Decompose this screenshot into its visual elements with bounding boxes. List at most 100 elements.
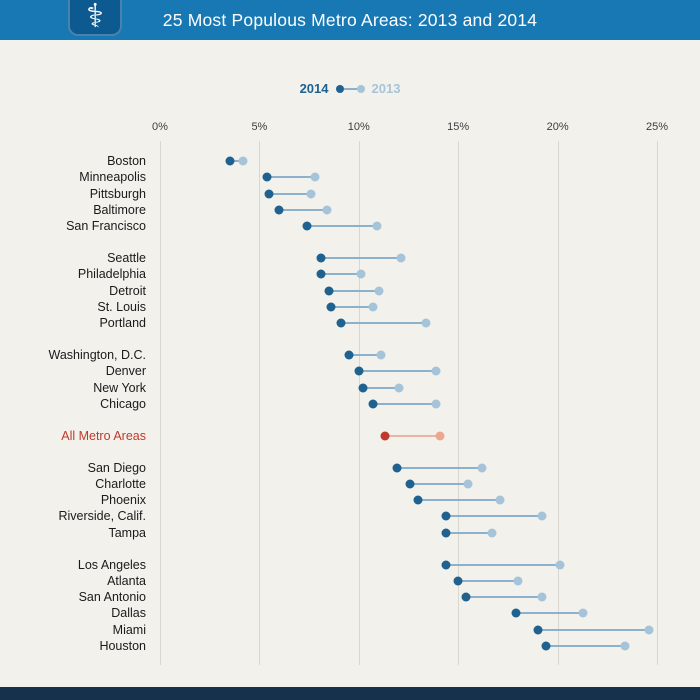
row-label: Houston [99, 639, 146, 654]
row-plot [160, 638, 657, 654]
chart-row: Denver [0, 363, 700, 379]
dot-2013 [477, 463, 487, 473]
x-axis-tick-label: 10% [347, 121, 370, 133]
dot-2014 [461, 592, 471, 602]
dot-2013 [310, 172, 320, 182]
dot-2014 [316, 253, 326, 263]
chart-row: Phoenix [0, 492, 700, 508]
dot-2014 [541, 641, 551, 651]
row-label: Miami [112, 622, 146, 637]
connector-line [537, 628, 650, 631]
connector-line [446, 531, 492, 534]
row-plot [160, 380, 657, 396]
chart-row-group: Washington, D.C. Denver New York Chicago [0, 347, 700, 412]
dot-2014 [441, 560, 451, 570]
row-label: Phoenix [100, 493, 146, 508]
connector-line [372, 403, 437, 405]
row-plot [160, 315, 657, 331]
legend-2013-label: 2013 [371, 81, 401, 96]
dot-2014 [358, 383, 368, 393]
header: ⚕ 25 Most Populous Metro Areas: 2013 and… [0, 0, 700, 40]
chart-row: Charlotte [0, 476, 700, 492]
row-label: Los Angeles [77, 557, 146, 572]
row-label: Denver [105, 364, 146, 379]
row-label: Riverside, Calif. [58, 509, 146, 524]
gridlines [160, 141, 658, 665]
chart-row: Detroit [0, 283, 700, 299]
dot-2014 [405, 479, 415, 489]
chart-row: Atlanta [0, 573, 700, 589]
row-plot [160, 476, 657, 492]
connector-line [515, 612, 584, 615]
chart-row: Dallas [0, 605, 700, 621]
row-plot [160, 492, 657, 508]
chart-row: San Antonio [0, 589, 700, 605]
dot-2013 [431, 399, 441, 409]
connector-line [545, 645, 626, 648]
connector-line [418, 499, 500, 502]
dot-2013 [513, 576, 523, 586]
chart-row-group: Los Angeles Atlanta San Antonio Dallas Miami… [0, 556, 700, 654]
x-axis-tick-label: 20% [546, 121, 569, 133]
connector-line [321, 273, 361, 276]
row-plot [160, 153, 657, 169]
connector-line [267, 176, 316, 179]
dot-2014 [441, 511, 451, 521]
dot-2014 [380, 431, 390, 441]
dot-2013 [238, 156, 248, 166]
row-label: San Francisco [66, 219, 146, 234]
row-label: Charlotte [95, 476, 146, 491]
dot-2013 [620, 641, 630, 651]
row-label: Chicago [100, 397, 146, 411]
row-plot [160, 459, 657, 475]
dot-2013 [374, 286, 384, 296]
chart-row: All Metro Areas [0, 428, 700, 444]
chart-row-group: Seattle Philadelphia Detroit St. Louis Portl… [0, 250, 700, 331]
row-label: San Diego [87, 460, 146, 475]
dot-2014 [326, 302, 336, 312]
chart-row: Baltimore [0, 202, 700, 218]
dot-2014 [225, 156, 235, 166]
dot-2013 [463, 479, 473, 489]
dot-2014 [368, 399, 378, 409]
dot-2013 [376, 350, 386, 360]
chart-row: New York [0, 380, 700, 396]
row-plot [160, 347, 657, 363]
row-label: Detroit [109, 283, 146, 298]
chart-row: St. Louis [0, 299, 700, 315]
dot-2013 [555, 560, 565, 570]
legend-2014-dot-icon [335, 84, 344, 93]
gridline [557, 141, 559, 665]
x-axis-tick-label: 5% [251, 121, 268, 133]
row-label: Minneapolis [79, 170, 146, 185]
x-axis-tick-label: 0% [152, 121, 168, 133]
row-plot [160, 622, 657, 638]
page-title: 25 Most Populous Metro Areas: 2013 and 2… [162, 10, 538, 30]
row-label: Baltimore [93, 203, 146, 218]
dot-2014 [274, 205, 284, 215]
dot-2013 [431, 366, 441, 376]
dot-2014 [354, 366, 364, 376]
row-label: Atlanta [107, 573, 146, 588]
dot-2013 [306, 189, 316, 199]
row-label: Tampa [108, 525, 146, 540]
connector-line [330, 306, 373, 309]
chart-row: Tampa [0, 525, 700, 541]
connector-line [358, 370, 437, 373]
dot-2013 [372, 221, 382, 231]
dot-2013 [396, 253, 406, 263]
row-label: Pittsburgh [89, 186, 146, 201]
row-plot [160, 605, 657, 621]
legend-2014-label: 2014 [299, 81, 329, 96]
gridline [259, 141, 261, 665]
dot-2014 [392, 463, 402, 473]
dot-2014 [336, 318, 346, 328]
row-label: St. Louis [97, 300, 146, 315]
chart-row: Seattle [0, 250, 700, 266]
connector-line [328, 289, 379, 292]
legend: 2014 2013 [0, 81, 700, 96]
chart-row: Chicago [0, 396, 700, 412]
row-plot [160, 250, 657, 266]
row-label: New York [93, 380, 146, 395]
